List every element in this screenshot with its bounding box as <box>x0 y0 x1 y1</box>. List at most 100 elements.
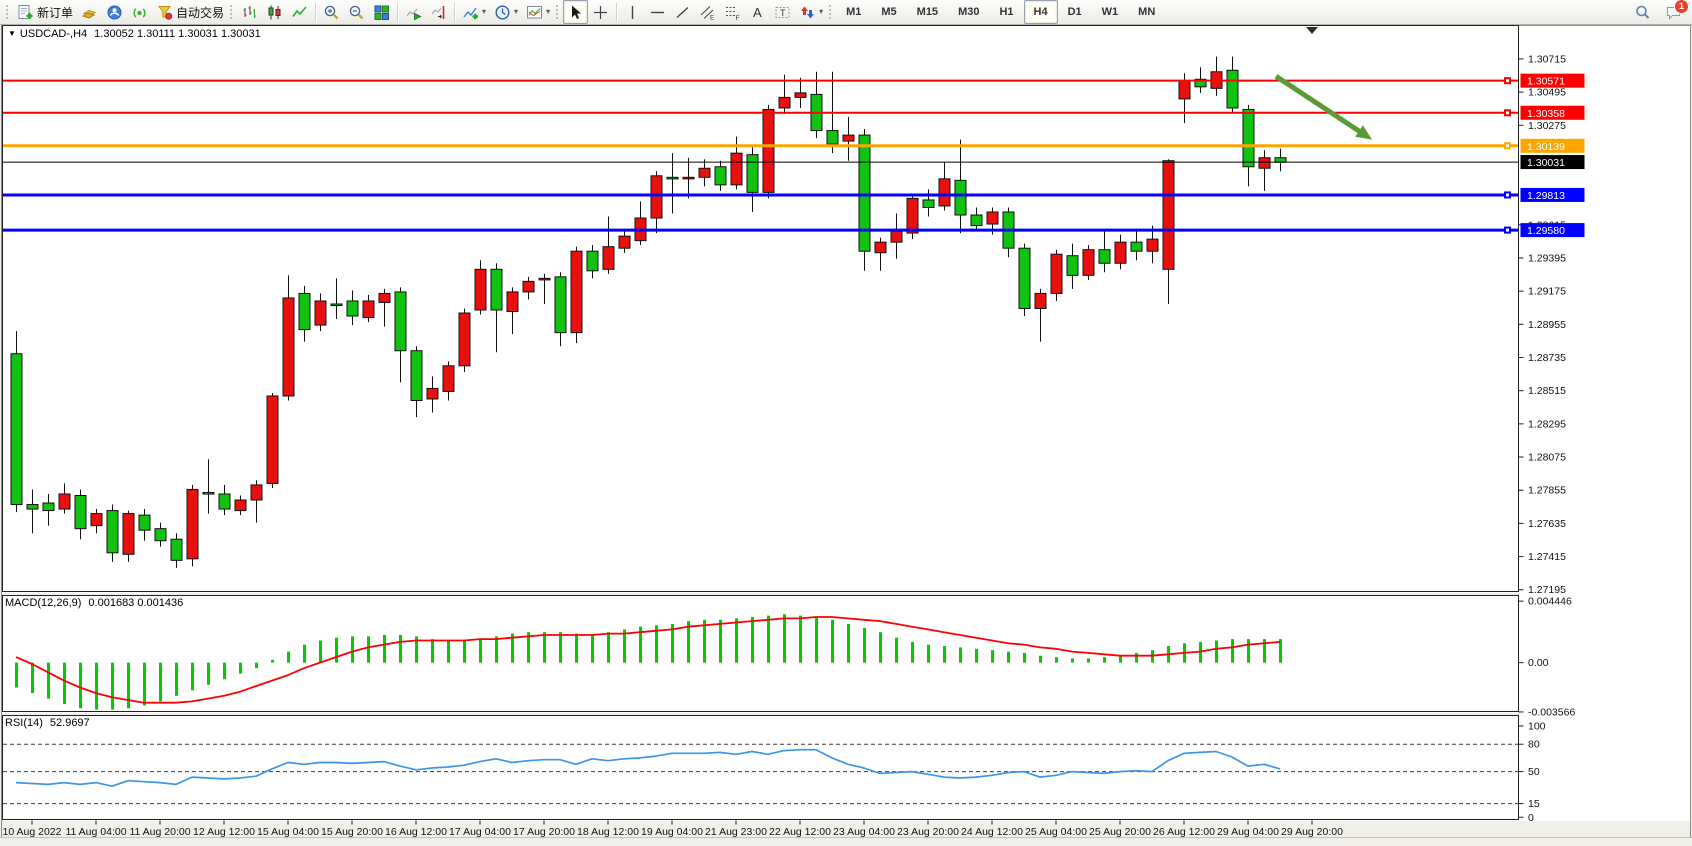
equidistant-channel-button[interactable]: E <box>695 0 720 24</box>
candle-body <box>1242 108 1255 168</box>
candle-body <box>394 291 407 352</box>
svg-text:T: T <box>780 7 786 17</box>
community-button[interactable] <box>102 0 127 24</box>
arrow-annotation-head[interactable] <box>1355 125 1372 140</box>
tile-windows-button[interactable] <box>369 0 394 24</box>
arrows-button[interactable]: ▾ <box>795 0 827 24</box>
macd-values: 0.001683 0.001436 <box>88 597 184 609</box>
svg-text:E: E <box>710 14 715 21</box>
text-label-button[interactable]: T <box>770 0 795 24</box>
deposit-button[interactable] <box>77 0 102 24</box>
timeframe-m5-button[interactable]: M5 <box>871 0 906 24</box>
timeframe-d1-button[interactable]: D1 <box>1058 0 1092 24</box>
rsi-line <box>15 748 1281 788</box>
zoom-out-button[interactable] <box>344 0 369 24</box>
fibo-icon: F <box>724 4 741 21</box>
toolbar-grip[interactable] <box>555 4 561 20</box>
price-tick-label: 1.28955 <box>1528 319 1566 331</box>
candle-body <box>506 291 519 313</box>
chat-button[interactable]: 1 <box>1661 0 1689 24</box>
candle-body <box>698 167 711 178</box>
price-tick-label: 1.28075 <box>1528 452 1566 464</box>
chevron-down-icon[interactable]: ▾ <box>546 7 551 16</box>
candle-body <box>1274 157 1287 163</box>
candle-body <box>1258 157 1271 169</box>
chevron-down-icon[interactable]: ▾ <box>482 7 487 16</box>
ohlc-values: 1.30052 1.30111 1.30031 1.30031 <box>94 28 261 40</box>
price-axis[interactable]: 1.307151.304951.302751.296151.293951.291… <box>1518 53 1567 596</box>
pane-divider[interactable] <box>2 593 1520 595</box>
timeframe-m1-button[interactable]: M1 <box>836 0 871 24</box>
vertical-line-button[interactable] <box>620 0 645 24</box>
chart-menu-arrow-icon[interactable]: ▼ <box>8 29 16 38</box>
price-tag <box>1520 223 1585 238</box>
line-anchor-dot <box>1506 144 1509 148</box>
auto-scroll-button[interactable] <box>401 0 426 24</box>
timeframe-mn-button[interactable]: MN <box>1128 0 1165 24</box>
candle-body <box>410 350 423 401</box>
autotrading-button[interactable]: 自动交易 <box>152 0 228 24</box>
macd-pane: 0.004446 0.00 -0.003566 <box>15 596 1575 718</box>
horizontal-line-button[interactable] <box>645 0 670 24</box>
candle-body <box>570 250 583 334</box>
candle-body <box>890 231 903 243</box>
bars-icon <box>241 4 258 21</box>
pane-divider[interactable] <box>2 713 1520 715</box>
signals-button[interactable] <box>127 0 152 24</box>
shift-icon <box>430 4 447 21</box>
price-tick-label: 1.29175 <box>1528 286 1566 298</box>
price-tag <box>1520 73 1585 88</box>
new-order-button-label: 新订单 <box>37 5 74 20</box>
chevron-down-icon[interactable]: ▾ <box>514 7 519 16</box>
toolbar-group: 新订单 自动交易 <box>13 0 228 24</box>
time-axis[interactable]: 10 Aug 2022 11 Aug 04:00 11 Aug 20:00 12 Au… <box>3 820 1344 839</box>
line-chart-button[interactable] <box>287 0 312 24</box>
time-label: 17 Aug 20:00 <box>513 826 575 838</box>
channel-icon: E <box>699 4 716 21</box>
chevron-down-icon[interactable]: ▾ <box>819 7 824 16</box>
chart-shift-marker[interactable] <box>1306 27 1318 34</box>
time-label: 29 Aug 20:00 <box>1281 826 1343 838</box>
line-anchor-dot <box>1506 228 1509 232</box>
timeframe-m15-button[interactable]: M15 <box>907 0 948 24</box>
candle-body <box>650 175 663 219</box>
new-order-button[interactable]: 新订单 <box>13 0 77 24</box>
rsi-scale-label: 15 <box>1528 798 1540 810</box>
price-tick-label: 1.27415 <box>1528 551 1566 563</box>
candle-body <box>218 493 231 510</box>
trendline-button[interactable] <box>670 0 695 24</box>
toolbar-group <box>563 0 613 24</box>
fibonacci-button[interactable]: F <box>720 0 745 24</box>
trendline-icon <box>674 4 691 21</box>
bar-chart-button[interactable] <box>237 0 262 24</box>
toolbar-group: E F A T ▾ <box>620 0 827 24</box>
toolbar-grip[interactable] <box>828 4 834 20</box>
pane-border <box>2 715 1519 820</box>
text-button[interactable]: A <box>745 0 770 24</box>
text-icon: A <box>749 4 766 21</box>
toolbar-grip[interactable] <box>229 4 235 20</box>
timeframe-m30-button[interactable]: M30 <box>948 0 989 24</box>
timeframe-h4-button[interactable]: H4 <box>1023 0 1058 24</box>
arrows-icon <box>799 4 816 21</box>
label-icon: T <box>774 4 791 21</box>
candles-icon <box>266 4 283 21</box>
arrow-annotation[interactable] <box>1274 74 1366 137</box>
periods-button[interactable]: ▾ <box>490 0 522 24</box>
templates-button[interactable]: ▾ <box>522 0 554 24</box>
timeframe-w1-button[interactable]: W1 <box>1092 0 1129 24</box>
search-button[interactable] <box>1630 0 1655 24</box>
candle-body <box>266 395 279 484</box>
crosshair-button[interactable] <box>588 0 613 24</box>
timeframe-h1-button[interactable]: H1 <box>989 0 1023 24</box>
toolbar-grip[interactable] <box>5 4 10 20</box>
chart-canvas[interactable]: 1.307151.304951.302751.296151.293951.291… <box>0 25 1692 846</box>
chart-shift-button[interactable] <box>426 0 451 24</box>
zoom-in-button[interactable] <box>319 0 344 24</box>
time-label: 11 Aug 20:00 <box>129 826 190 838</box>
candle-body <box>922 199 935 208</box>
candle-body <box>378 292 391 303</box>
cursor-button[interactable] <box>563 0 589 24</box>
indicators-button[interactable]: ▾ <box>458 0 490 24</box>
candlestick-chart-button[interactable] <box>262 0 287 24</box>
